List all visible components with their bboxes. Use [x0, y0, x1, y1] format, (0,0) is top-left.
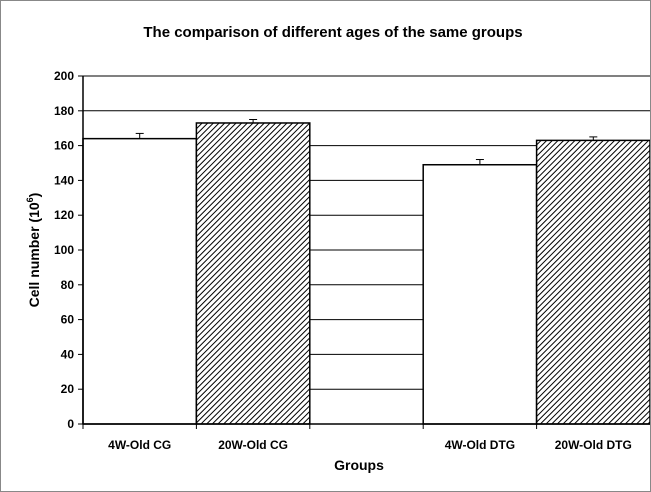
y-tick-label: 200	[54, 69, 74, 83]
x-axis-label: Groups	[334, 457, 384, 473]
x-tick-label: 20W-Old DTG	[555, 438, 632, 452]
y-tick-label: 100	[54, 243, 74, 257]
y-tick-label: 0	[67, 417, 74, 431]
chart-title: The comparison of different ages of the …	[143, 24, 522, 41]
axes	[78, 75, 650, 429]
bars	[82, 119, 650, 425]
y-axis-label-sup: 6	[25, 197, 35, 202]
x-tick-label: 4W-Old CG	[108, 438, 171, 452]
y-tick-label: 60	[61, 313, 75, 327]
bar	[82, 137, 198, 425]
bar	[535, 139, 650, 425]
y-tick-labels: 0 20 40 60 80 100 120 140 160 180 200	[54, 69, 74, 431]
bar	[422, 163, 538, 425]
y-axis-label-main: Cell number (10	[26, 202, 42, 307]
bar	[195, 122, 311, 425]
y-axis-label-close: )	[26, 193, 42, 198]
x-tick-label: 20W-Old CG	[218, 438, 288, 452]
y-tick-label: 20	[61, 382, 75, 396]
y-tick-label: 80	[61, 278, 75, 292]
y-tick-label: 160	[54, 139, 74, 153]
y-tick-label: 180	[54, 104, 74, 118]
y-axis-label: Cell number (106)	[25, 193, 42, 308]
x-tick-labels: 4W-Old CG 20W-Old CG 4W-Old DTG 20W-Old DTG	[108, 438, 632, 452]
y-tick-label: 140	[54, 173, 74, 187]
y-tick-label: 120	[54, 208, 74, 222]
x-tick-label: 4W-Old DTG	[445, 438, 515, 452]
y-tick-label: 40	[61, 347, 75, 361]
